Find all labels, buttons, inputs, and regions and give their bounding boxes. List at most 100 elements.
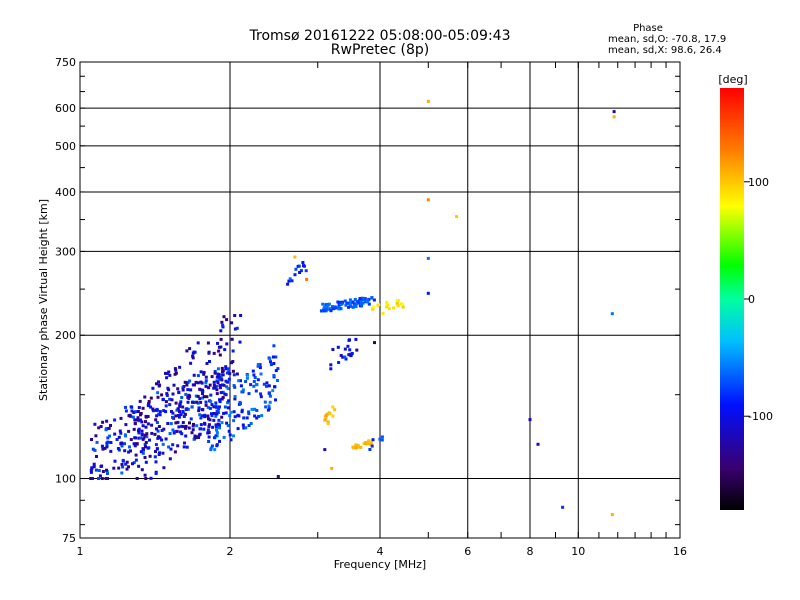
data-point [136,416,140,420]
data-point [352,302,356,306]
data-point [380,438,384,442]
data-point [123,442,126,446]
data-point [242,426,246,430]
data-point [232,434,235,438]
data-point [93,422,97,426]
data-point [293,273,297,277]
data-point [157,425,161,428]
data-point [190,431,194,435]
data-point [181,421,185,424]
data-point [387,307,391,311]
data-point [347,305,350,309]
data-point [158,451,161,455]
data-point [216,381,220,385]
data-point [254,389,258,393]
data-point [223,405,227,409]
data-point [135,418,139,422]
data-point [160,393,164,397]
data-point [221,396,225,399]
data-point [106,440,110,444]
data-point [199,423,203,427]
data-point [180,432,184,436]
data-point [188,379,192,383]
data-point [271,389,275,393]
data-point [331,414,335,418]
data-point [247,392,251,396]
data-point [173,372,177,376]
data-point [162,427,166,431]
data-point [170,398,174,402]
data-point [213,386,217,390]
data-point [326,422,330,426]
data-point [106,471,109,475]
data-point [143,433,147,437]
data-point [336,345,340,349]
data-point [265,381,269,385]
data-point [99,465,103,468]
data-point [149,476,153,480]
data-point [233,415,237,419]
data-point [231,360,235,363]
data-point [176,420,180,424]
colorbar-tick-label: -100 [748,410,773,423]
data-point [137,427,141,431]
colorbar-tick-label: 100 [748,176,769,189]
data-point [215,379,219,383]
data-point [181,405,185,409]
y-tick-label: 200 [55,329,76,342]
data-point [256,364,260,368]
data-point [154,450,157,453]
colorbar-label: [deg] [718,73,747,86]
data-point [337,307,341,311]
data-point [140,433,144,437]
x-tick-label: 8 [527,545,534,558]
data-point [148,438,151,442]
data-point [179,400,183,404]
data-point [338,300,342,304]
data-point [326,302,329,306]
data-point [94,434,98,438]
data-point [229,410,233,414]
data-point [242,416,246,420]
data-point [220,370,224,374]
data-point [220,415,224,419]
data-point [298,271,302,274]
data-point [182,415,186,418]
data-point [202,427,206,431]
data-point [129,449,132,453]
data-point [327,302,331,306]
data-point [221,323,225,327]
data-point [135,442,139,446]
data-point [155,421,159,424]
data-point [267,392,271,396]
data-point [455,215,459,219]
data-point [113,418,117,422]
data-point [132,411,136,414]
data-point [264,405,268,409]
data-point [218,405,221,409]
data-point [124,409,128,413]
data-point [192,437,196,441]
data-point [245,416,249,420]
data-point [426,291,430,295]
data-point [101,447,105,451]
data-point [178,402,182,406]
data-point [183,380,187,384]
data-point [225,371,229,375]
data-point [349,300,352,304]
data-point [113,459,117,463]
data-point [131,415,135,419]
data-point [255,416,259,420]
data-point [343,299,347,303]
data-point [198,397,202,401]
data-point [612,115,616,119]
data-point [204,384,208,388]
data-points [89,99,616,517]
data-point [160,429,164,432]
y-tick-label: 300 [55,245,76,258]
data-point [536,442,540,446]
y-tick-label: 600 [55,102,76,115]
data-point [354,446,358,450]
data-point [210,412,213,416]
data-point [354,305,358,309]
